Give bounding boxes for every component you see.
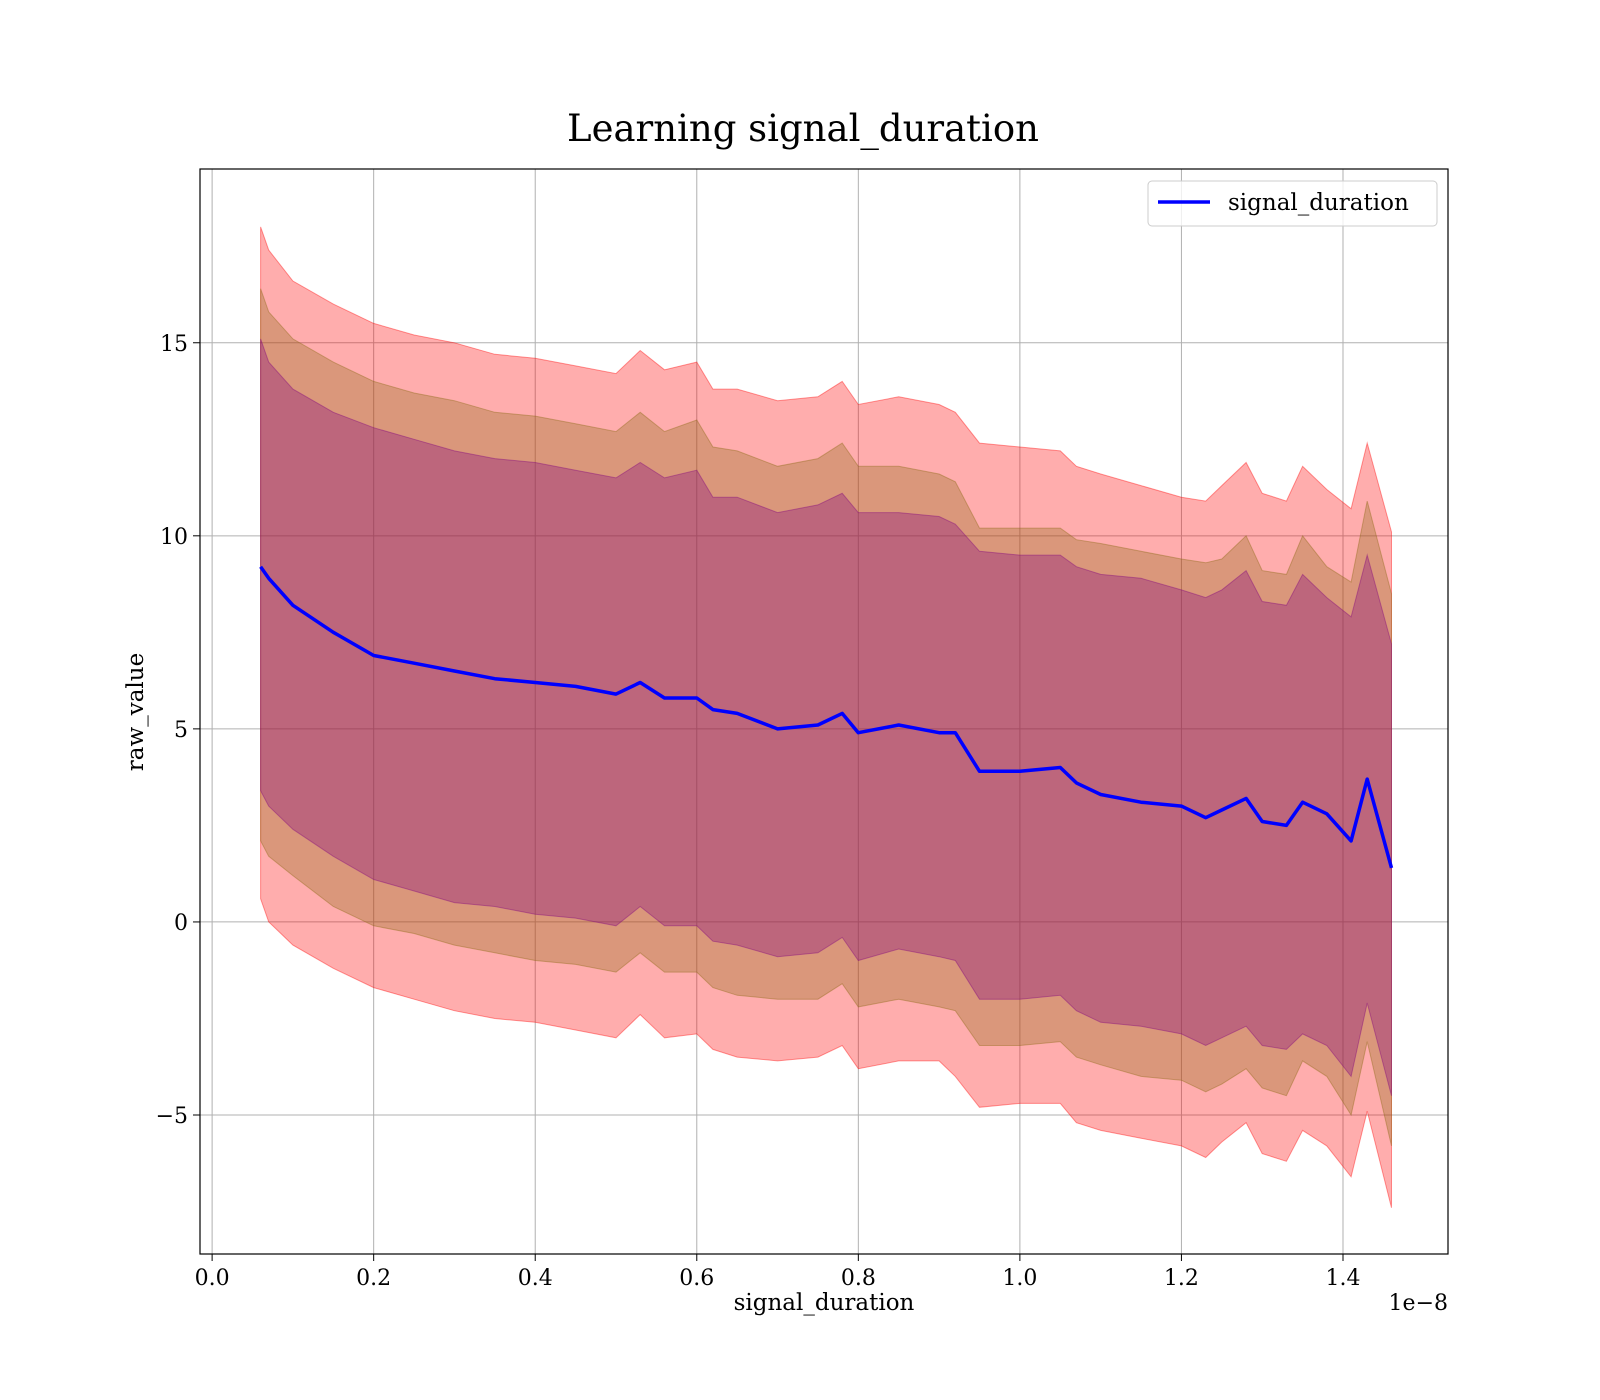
confidence-bands xyxy=(260,226,1392,1208)
y-axis-label: raw_value xyxy=(123,653,149,771)
band-inner xyxy=(260,338,1392,1096)
y-tick-label: 10 xyxy=(160,525,188,550)
y-axis-ticks: −5 0 5 10 15 xyxy=(156,332,200,1129)
x-tick-label: 0.2 xyxy=(356,1266,391,1291)
plot-frame xyxy=(199,168,1449,1255)
legend-box xyxy=(1147,180,1438,227)
y-tick-label: −5 xyxy=(156,1104,188,1129)
y-tick-label: 0 xyxy=(174,911,188,936)
x-tick-label: 0.8 xyxy=(841,1266,876,1291)
x-tick-label: 0.4 xyxy=(518,1266,553,1291)
band-outer xyxy=(260,226,1392,1208)
chart-title: Learning signal_duration xyxy=(567,107,1039,151)
grid-lines xyxy=(200,169,1448,1254)
x-axis-offset-label: 1e−8 xyxy=(1389,1291,1448,1316)
y-tick-label: 15 xyxy=(160,332,188,357)
x-axis-ticks: 0.0 0.2 0.4 0.6 0.8 1.0 1.2 1.4 xyxy=(195,1254,1360,1291)
series-line-layer xyxy=(259,565,1394,869)
band-middle xyxy=(260,288,1392,1147)
series-line-signal-duration xyxy=(259,565,1394,869)
x-axis-label: signal_duration xyxy=(734,1290,915,1316)
legend: signal_duration xyxy=(1147,180,1438,227)
x-tick-label: 1.2 xyxy=(1164,1266,1199,1291)
x-tick-label: 1.0 xyxy=(1002,1266,1037,1291)
y-tick-label: 5 xyxy=(174,718,188,743)
x-tick-label: 0.0 xyxy=(195,1266,230,1291)
legend-entry-signal-duration: signal_duration xyxy=(1228,190,1409,216)
x-tick-label: 0.6 xyxy=(679,1266,714,1291)
x-tick-label: 1.4 xyxy=(1325,1266,1360,1291)
